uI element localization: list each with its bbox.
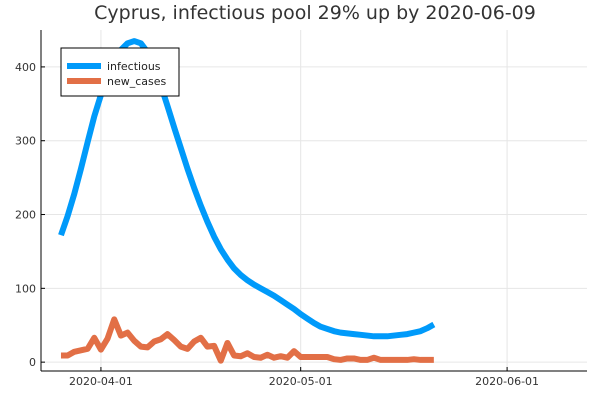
y-tick-label: 300 [15,135,36,148]
legend: infectious new_cases [60,47,180,97]
axes [40,30,587,372]
y-tick-label: 400 [15,61,36,74]
tick-labels: 0 100 200 300 400 2020-04-01 2020-05-01 2020-06… [15,61,539,388]
legend-label-infectious: infectious [107,60,161,73]
x-tick-label: 2020-05-01 [269,375,333,388]
x-tick-label: 2020-06-01 [475,375,539,388]
y-tick-label: 0 [29,356,36,369]
chart-title: Cyprus, infectious pool 29% up by 2020-0… [94,2,536,24]
legend-box [60,47,180,97]
y-tick-label: 100 [15,282,36,295]
legend-label-new-cases: new_cases [107,75,167,88]
series-line-new-cases [60,316,434,364]
y-tick-label: 200 [15,209,36,222]
x-tick-label: 2020-04-01 [69,375,133,388]
